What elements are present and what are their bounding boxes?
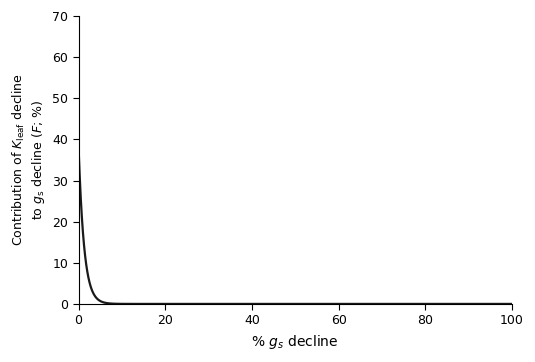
Y-axis label: Contribution of $K_\mathrm{leaf}$ decline
to $g_\mathrm{s}$ decline ($F$; %): Contribution of $K_\mathrm{leaf}$ declin… [11,73,47,247]
X-axis label: % $g_\mathit{s}$ decline: % $g_\mathit{s}$ decline [251,333,339,351]
